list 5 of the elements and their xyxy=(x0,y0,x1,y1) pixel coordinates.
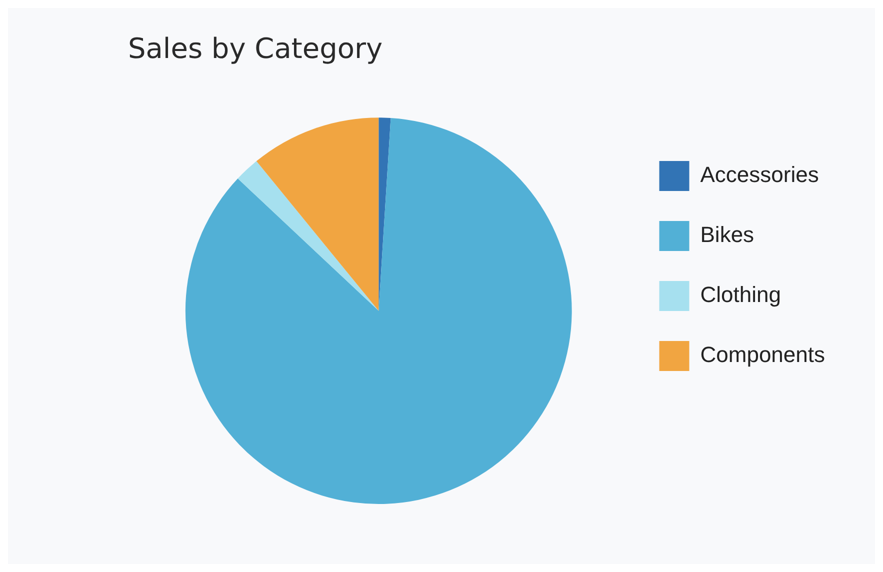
legend-label: Components xyxy=(700,342,826,368)
legend-label: Bikes xyxy=(700,222,754,248)
legend-label: Clothing xyxy=(700,282,781,308)
legend-label: Accessories xyxy=(700,162,819,188)
chart-title: Sales by Category xyxy=(128,32,383,66)
